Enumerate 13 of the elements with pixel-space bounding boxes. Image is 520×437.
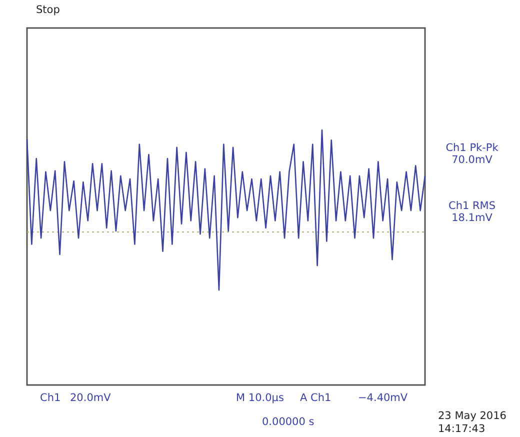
text: 18.1mV: [450, 212, 494, 224]
text: 20.0mV: [70, 392, 111, 404]
text: 70.0mV: [450, 154, 494, 166]
text: 14:17:43: [438, 423, 486, 435]
text: 23 May 2016: [438, 410, 506, 422]
text: Ch1 Pk-Pk: [444, 142, 500, 154]
text: Stop: [36, 4, 60, 16]
text: Ch1 RMS: [447, 200, 497, 212]
text: 0.00000 s: [262, 416, 314, 428]
text: A Ch1: [300, 392, 332, 404]
text: M 10.0µs: [236, 392, 284, 404]
text: −4.40mV: [358, 392, 408, 404]
text: Ch1: [40, 392, 61, 404]
